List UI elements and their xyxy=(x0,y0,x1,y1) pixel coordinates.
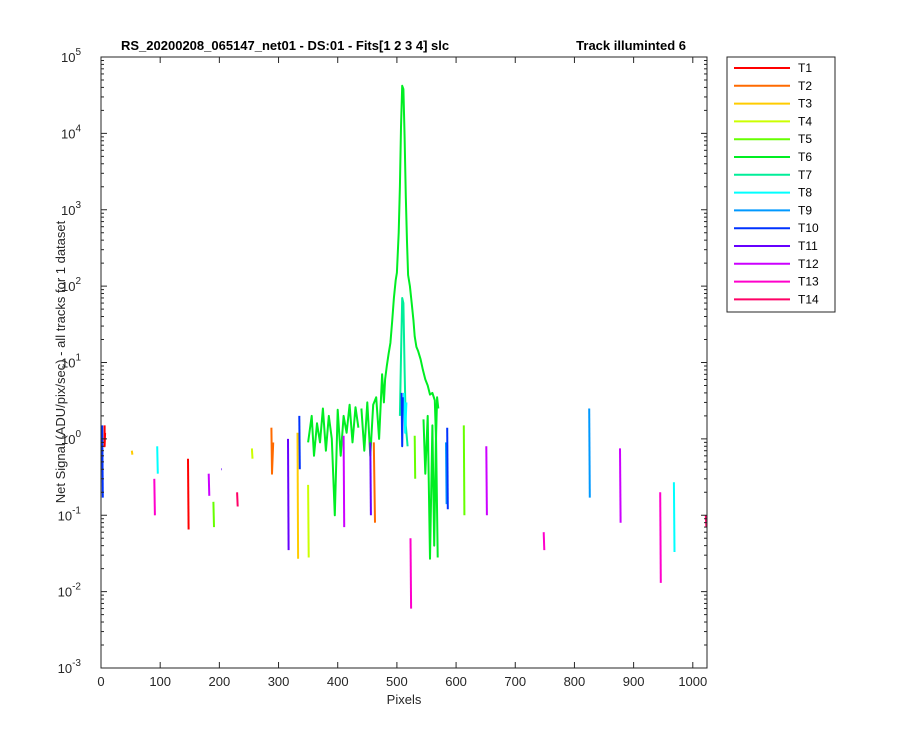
legend-label-t6: T6 xyxy=(798,150,812,164)
series-t13-line-2 xyxy=(542,532,546,551)
series-t2-line-1 xyxy=(372,442,376,523)
series-t9-line-1 xyxy=(588,408,591,498)
series-t1-line-1 xyxy=(187,458,190,530)
legend-box xyxy=(726,56,836,313)
legend-label-t2: T2 xyxy=(798,79,812,93)
x-tick-label: 900 xyxy=(623,674,645,689)
x-axis-label: Pixels xyxy=(387,692,422,707)
series-t11-line-1 xyxy=(287,438,290,551)
series-t2-line-0 xyxy=(270,427,275,475)
series-t10-line-2 xyxy=(400,392,404,448)
legend-label-t11: T11 xyxy=(798,239,818,253)
y-tick-label: 105 xyxy=(61,47,81,65)
series-t6-line-2 xyxy=(422,414,439,560)
series-t5-line-0 xyxy=(212,501,215,528)
y-axis-label: Net Signal (ADU/pix/sec) - all tracks fo… xyxy=(53,220,68,503)
chart-subtitle: Track illuminted 6 xyxy=(576,38,686,53)
x-tick-label: 600 xyxy=(445,674,467,689)
series-t4-line-1 xyxy=(307,484,310,558)
legend-label-t4: T4 xyxy=(798,114,812,128)
x-tick-label: 400 xyxy=(327,674,349,689)
y-tick-label: 100 xyxy=(61,429,81,447)
y-tick-label: 10-3 xyxy=(58,658,82,676)
series-t1-line-0 xyxy=(103,425,107,448)
series-t8-line-1 xyxy=(403,392,408,434)
chart-title: RS_20200208_065147_net01 - DS:01 - Fits[… xyxy=(121,38,449,53)
series-t12-line-3 xyxy=(619,448,622,523)
series-t12-line-1 xyxy=(342,435,346,528)
x-tick-label: 700 xyxy=(504,674,526,689)
series-t13-line-0 xyxy=(153,478,156,516)
x-tick-label: 800 xyxy=(564,674,586,689)
x-tick-label: 100 xyxy=(149,674,171,689)
series-t3-line-0 xyxy=(130,450,134,455)
series-t6-line-0 xyxy=(360,84,440,457)
series-t13-line-3 xyxy=(659,492,662,583)
x-tick-label: 200 xyxy=(209,674,231,689)
series-t13-line-1 xyxy=(409,538,413,609)
legend-label-t14: T14 xyxy=(798,292,819,306)
x-tick-label: 1000 xyxy=(678,674,707,689)
series-t14-line-1 xyxy=(704,515,708,528)
y-tick-label: 10-2 xyxy=(58,582,82,600)
x-axis-ticks: 0 100 200 300 400 500 600 700 800 900 1000 xyxy=(97,57,707,689)
series-t3-line-1 xyxy=(296,432,300,559)
series-t10-line-1 xyxy=(298,415,301,470)
y-tick-label: 10-1 xyxy=(58,505,82,523)
series-t9-line-0 xyxy=(445,442,448,505)
series-t12-line-2 xyxy=(485,446,488,516)
series-t6-line-1 xyxy=(307,403,360,517)
series-t10-line-3 xyxy=(446,427,449,510)
legend-label-t9: T9 xyxy=(798,203,812,217)
legend-label-t5: T5 xyxy=(798,132,812,146)
series-t8-line-2 xyxy=(672,482,676,553)
y-tick-label: 102 xyxy=(61,276,81,294)
x-tick-label: 0 xyxy=(97,674,104,689)
legend-label-t8: T8 xyxy=(798,186,812,200)
y-tick-label: 101 xyxy=(61,353,81,371)
legend-label-t10: T10 xyxy=(798,221,819,235)
series-t11-line-2 xyxy=(369,442,372,516)
y-tick-label: 104 xyxy=(61,123,81,141)
series-t5-line-1 xyxy=(413,435,417,479)
series-t8-line-0 xyxy=(156,446,159,474)
legend-label-t7: T7 xyxy=(798,168,812,182)
series-t5-line-2 xyxy=(462,425,466,516)
legend-label-t13: T13 xyxy=(798,275,819,289)
y-axis-ticks: 10-3 10-2 10-1 100 101 102 103 104 105 xyxy=(58,47,707,676)
x-tick-label: 500 xyxy=(386,674,408,689)
legend-label-t3: T3 xyxy=(798,97,812,111)
legend-label-t1: T1 xyxy=(798,61,812,75)
series-t14-line-0 xyxy=(236,492,239,507)
x-tick-label: 300 xyxy=(268,674,290,689)
series-t12-line-0 xyxy=(207,473,211,496)
legend-label-t12: T12 xyxy=(798,257,819,271)
series-layer xyxy=(101,84,708,609)
legend: T1 T2 T3 T4 T5 T6 T7 T8 T9 T10 T11 T12 T13 T14 xyxy=(726,56,836,313)
y-tick-label: 103 xyxy=(61,200,81,218)
series-t4-line-0 xyxy=(250,448,254,459)
